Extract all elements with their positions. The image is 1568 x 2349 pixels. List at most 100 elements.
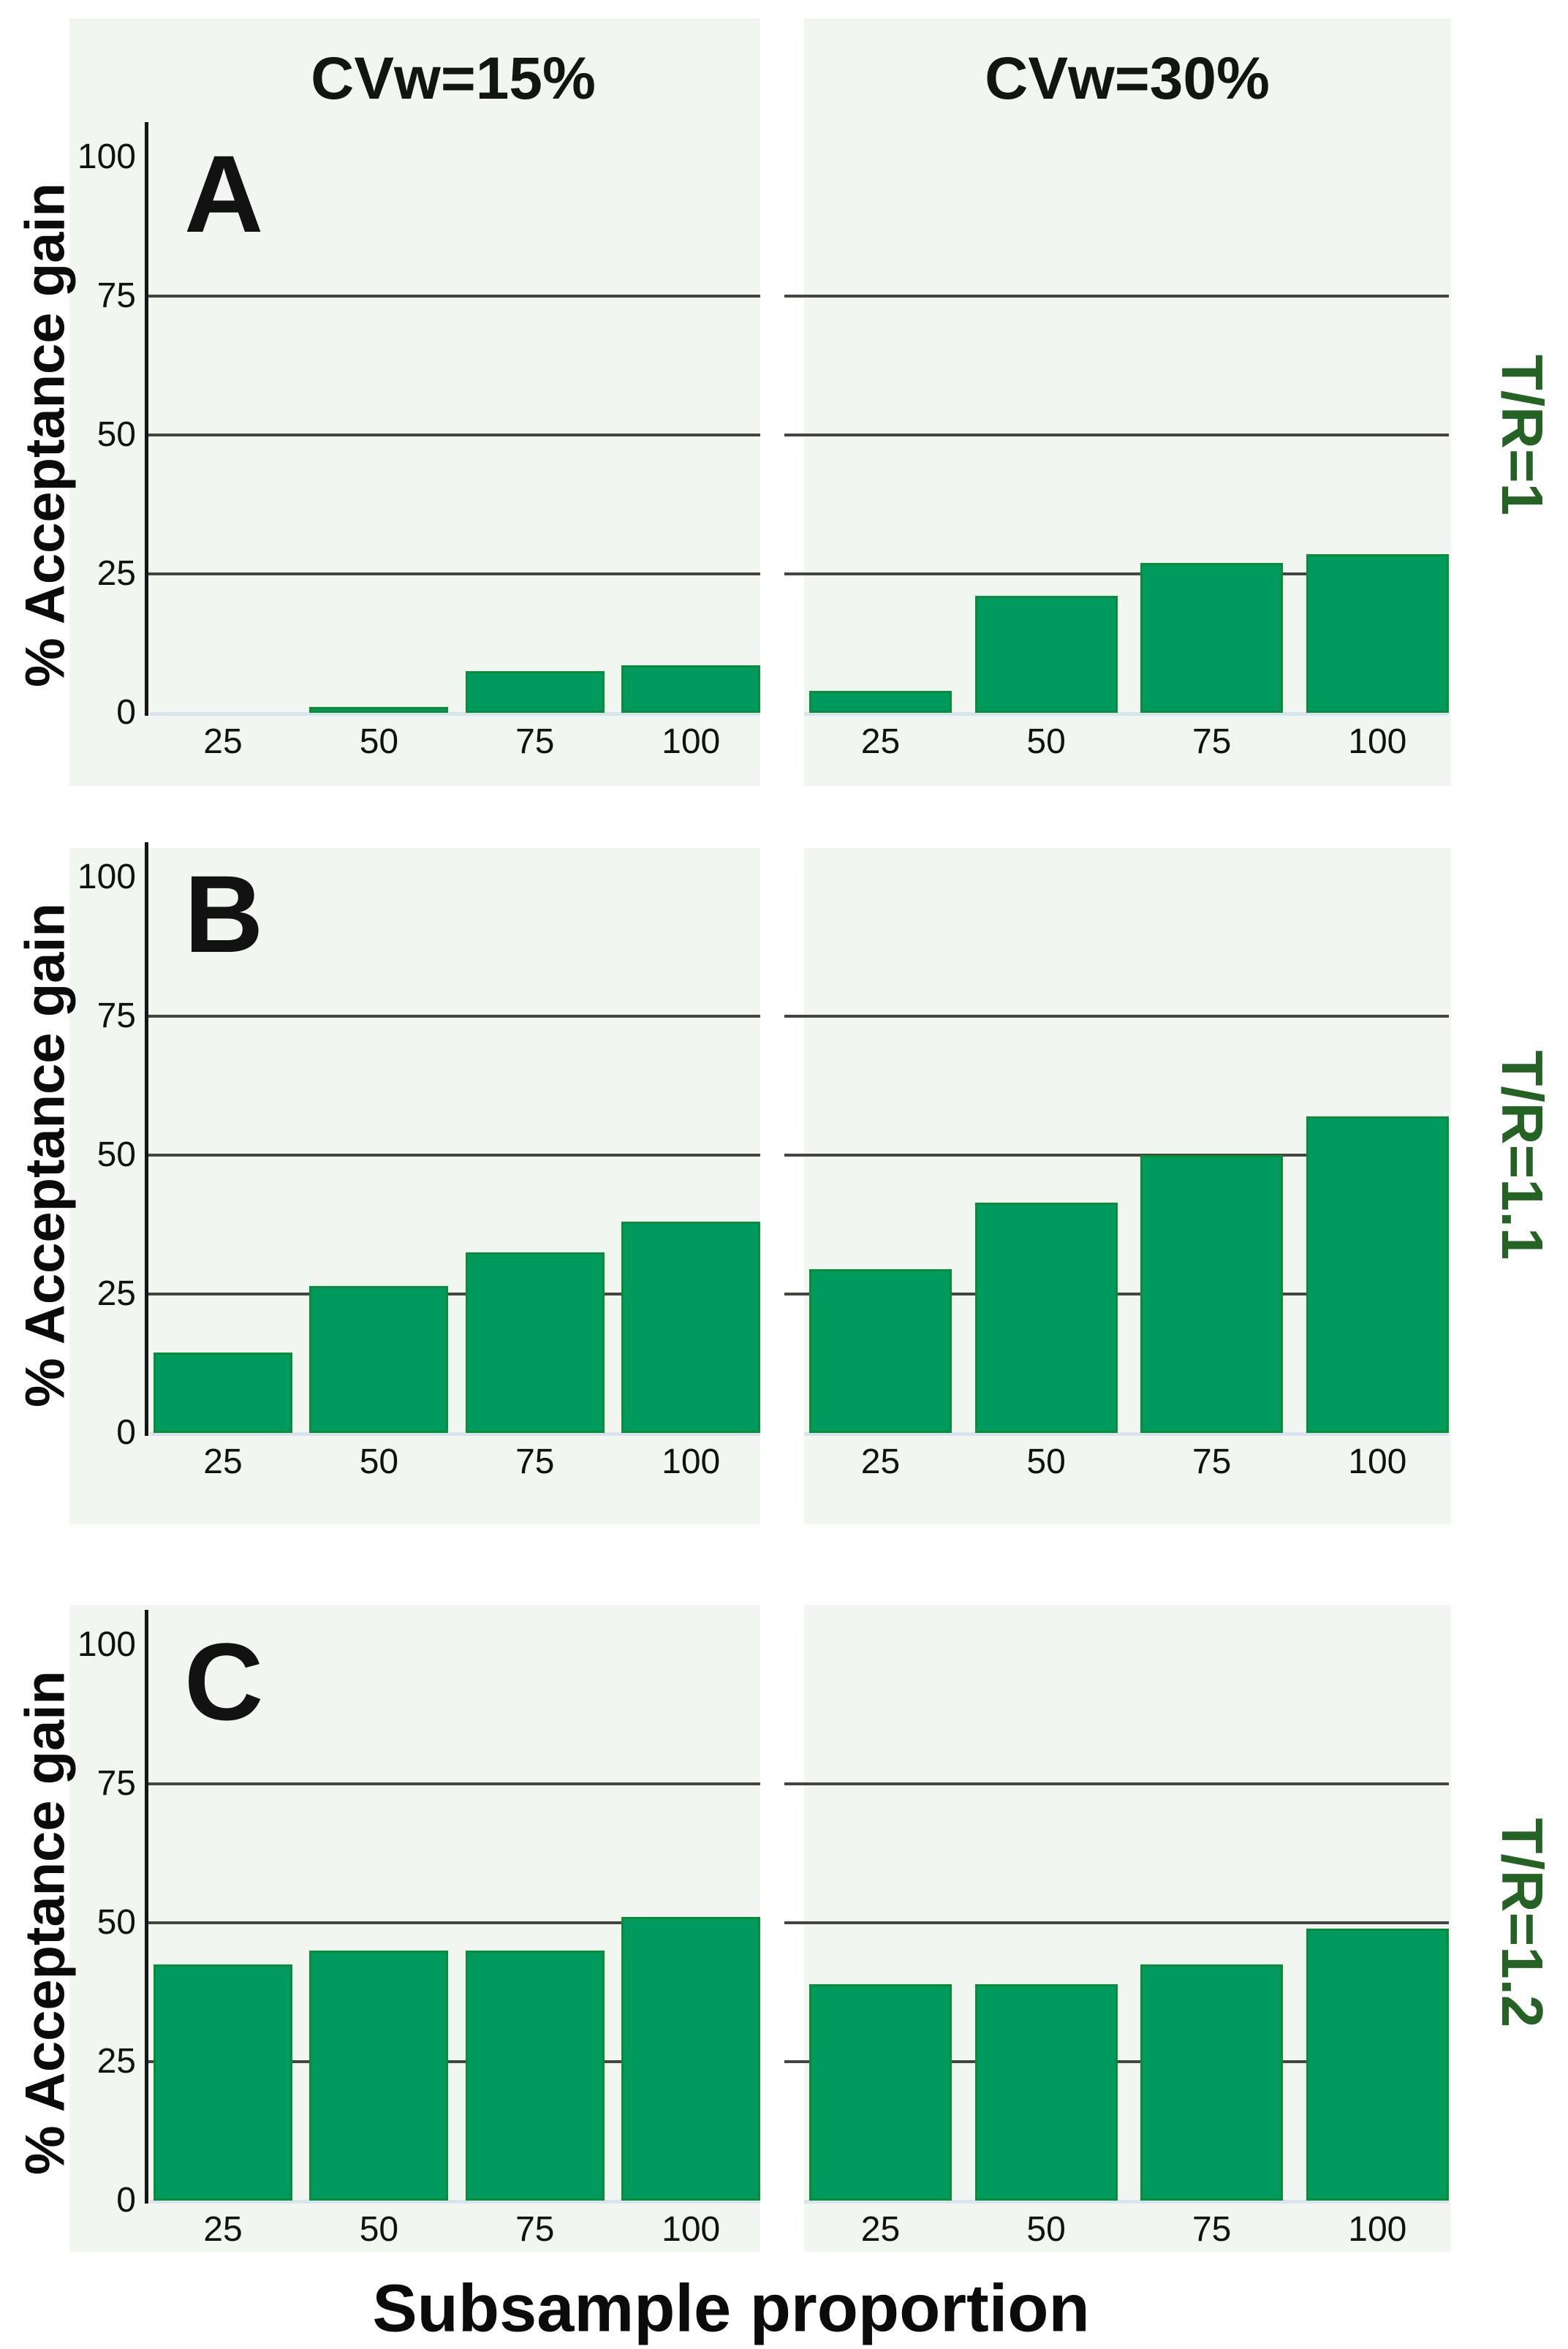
- gridline-50-seg1: [784, 1921, 1449, 1924]
- zero-baseline-seg1: [804, 2200, 1449, 2204]
- row-label-b: T/R=1.1: [1490, 1050, 1555, 1260]
- x-tick-label-50: 50: [1026, 2210, 1066, 2249]
- panel-letter-c: C: [184, 1620, 264, 1743]
- bar-c-cvw30-75: [1140, 1964, 1284, 2201]
- gridline-75-seg0: [148, 1782, 760, 1785]
- y-tick-label-50: 50: [96, 1135, 136, 1174]
- y-tick-label-75: 75: [96, 996, 136, 1035]
- y-axis-title-a: % Acceptance gain: [14, 183, 77, 687]
- x-tick-label-25: 25: [203, 2210, 243, 2249]
- x-tick-label-75: 75: [515, 1442, 555, 1481]
- x-tick-label-75: 75: [1192, 2210, 1232, 2249]
- y-tick-label-100: 100: [77, 1625, 136, 1664]
- gridline-25-seg0: [148, 1293, 760, 1295]
- y-tick-label-0: 0: [116, 693, 136, 732]
- bar-c-cvw30-100: [1306, 1928, 1449, 2201]
- y-tick-label-25: 25: [96, 554, 136, 593]
- y-tick-label-75: 75: [96, 1764, 136, 1803]
- bar-b-cvw15-100: [621, 1222, 761, 1433]
- y-tick-label-0: 0: [116, 2181, 136, 2220]
- zero-baseline-seg1: [804, 712, 1449, 716]
- gridline-75-seg0: [148, 295, 760, 298]
- panel-letter-a: A: [184, 132, 264, 255]
- column-header-cvw15: CVw=15%: [311, 45, 596, 112]
- gridline-75-seg1: [784, 295, 1449, 298]
- y-axis-title-b: % Acceptance gain: [14, 903, 77, 1407]
- bar-a-cvw15-50: [309, 707, 449, 713]
- bar-b-cvw30-75: [1140, 1155, 1284, 1433]
- x-tick-label-50: 50: [359, 722, 399, 761]
- x-tick-label-75: 75: [1192, 1442, 1232, 1481]
- x-tick-label-100: 100: [662, 2210, 721, 2249]
- gridline-25-seg1: [784, 572, 1449, 575]
- y-axis-line: [145, 1610, 148, 2204]
- bar-c-cvw15-100: [621, 1917, 761, 2201]
- x-tick-label-25: 25: [203, 722, 243, 761]
- gridline-25-seg0: [148, 572, 760, 575]
- column-header-cvw30: CVw=30%: [985, 45, 1270, 112]
- x-tick-label-100: 100: [1348, 1442, 1407, 1481]
- bar-a-cvw30-100: [1306, 554, 1449, 713]
- bar-c-cvw15-25: [154, 1964, 292, 2201]
- y-tick-label-25: 25: [96, 2042, 136, 2081]
- zero-baseline-seg1: [804, 1432, 1449, 1436]
- x-tick-label-50: 50: [359, 1442, 399, 1481]
- x-tick-label-75: 75: [1192, 722, 1232, 761]
- y-tick-label-50: 50: [96, 1903, 136, 1942]
- gridline-50-seg0: [148, 434, 760, 436]
- x-tick-label-25: 25: [860, 722, 901, 761]
- row-label-c: T/R=1.2: [1490, 1817, 1555, 2028]
- gridline-25-seg0: [148, 2060, 760, 2063]
- zero-baseline-seg0: [150, 712, 760, 716]
- y-tick-label-75: 75: [96, 276, 136, 315]
- x-tick-label-75: 75: [515, 722, 555, 761]
- y-tick-label-100: 100: [77, 137, 136, 176]
- x-tick-label-100: 100: [1348, 722, 1407, 761]
- y-tick-label-100: 100: [77, 858, 136, 896]
- x-tick-label-50: 50: [359, 2210, 399, 2249]
- panel-letter-b: B: [184, 852, 264, 975]
- zero-baseline-seg0: [150, 1432, 760, 1436]
- x-tick-label-75: 75: [515, 2210, 555, 2249]
- gridline-50-seg0: [148, 1154, 760, 1157]
- bar-a-cvw30-75: [1140, 562, 1284, 713]
- bar-b-cvw15-25: [154, 1352, 292, 1433]
- y-tick-label-50: 50: [96, 415, 136, 454]
- bar-c-cvw30-25: [809, 1983, 952, 2201]
- bar-b-cvw30-100: [1306, 1116, 1449, 1433]
- bar-a-cvw30-50: [974, 596, 1118, 713]
- y-tick-label-25: 25: [96, 1274, 136, 1313]
- bar-c-cvw15-75: [465, 1951, 605, 2201]
- bar-c-cvw30-50: [974, 1983, 1118, 2201]
- x-tick-label-100: 100: [1348, 2210, 1407, 2249]
- gridline-50-seg1: [784, 1154, 1449, 1157]
- bar-b-cvw15-50: [309, 1285, 449, 1433]
- x-tick-label-100: 100: [662, 1442, 721, 1481]
- gridline-50-seg0: [148, 1921, 760, 1924]
- bar-b-cvw30-50: [974, 1202, 1118, 1433]
- x-tick-label-50: 50: [1026, 722, 1066, 761]
- bar-a-cvw15-100: [621, 665, 761, 713]
- y-axis-line: [145, 122, 148, 716]
- gridline-75-seg0: [148, 1015, 760, 1018]
- bar-c-cvw15-50: [309, 1951, 449, 2201]
- y-tick-label-0: 0: [116, 1413, 136, 1452]
- x-axis-title: Subsample proportion: [372, 2271, 1090, 2346]
- x-tick-label-100: 100: [662, 722, 721, 761]
- bar-b-cvw30-25: [809, 1268, 952, 1433]
- y-axis-title-c: % Acceptance gain: [14, 1671, 77, 2175]
- x-tick-label-25: 25: [860, 1442, 901, 1481]
- x-tick-label-25: 25: [860, 2210, 901, 2249]
- gridline-75-seg1: [784, 1015, 1449, 1018]
- y-axis-line: [145, 842, 148, 1436]
- gridline-50-seg1: [784, 434, 1449, 436]
- x-tick-label-25: 25: [203, 1442, 243, 1481]
- x-tick-label-50: 50: [1026, 1442, 1066, 1481]
- bar-a-cvw15-75: [465, 671, 605, 713]
- gridline-75-seg1: [784, 1782, 1449, 1785]
- zero-baseline-seg0: [150, 2200, 760, 2204]
- panel-background-a-cvw15: [69, 18, 760, 786]
- bar-b-cvw15-75: [465, 1252, 605, 1433]
- row-label-a: T/R=1: [1490, 354, 1555, 516]
